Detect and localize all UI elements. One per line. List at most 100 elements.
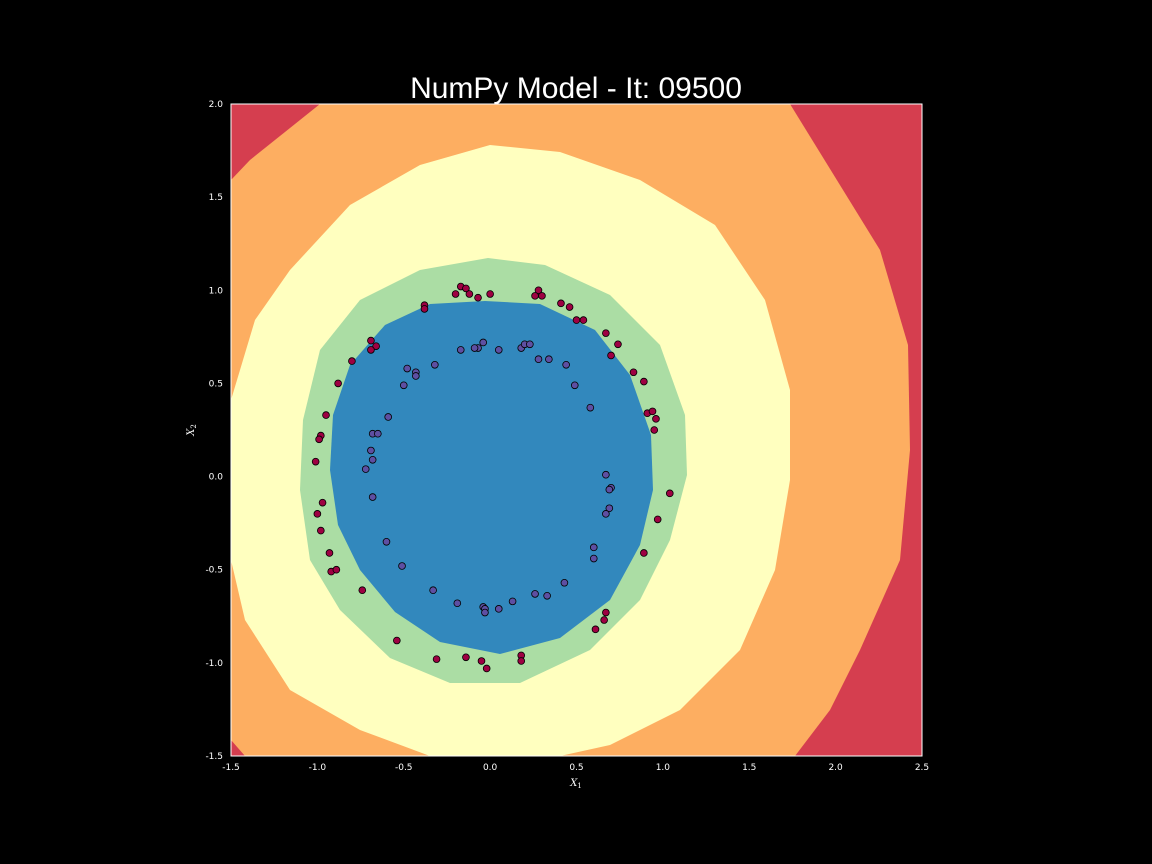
x-tick-label: 0.5 — [569, 763, 583, 773]
data-point-class-1 — [665, 489, 674, 498]
data-point-class-0 — [453, 599, 462, 608]
chart-title: NumPy Model - It: 09500 — [410, 72, 742, 105]
data-point-class-0 — [398, 562, 406, 570]
data-point-class-1 — [640, 549, 648, 557]
data-point-class-0 — [456, 346, 465, 354]
data-point-class-0 — [481, 608, 489, 617]
data-point-class-0 — [605, 504, 614, 513]
data-point-class-0 — [602, 510, 610, 518]
y-axis-ticks: -1.5 -1.0 -0.5 0.0 0.5 1.0 1.5 2.0 — [205, 100, 223, 762]
x-tick-label: 1.5 — [742, 763, 756, 773]
data-point-class-1 — [311, 457, 320, 466]
y-tick-label: 1.5 — [209, 193, 223, 203]
data-point-class-1 — [393, 636, 401, 645]
data-point-class-1 — [367, 336, 375, 345]
data-point-class-0 — [545, 355, 553, 364]
data-point-class-0 — [384, 413, 393, 421]
data-point-class-0 — [605, 485, 614, 494]
data-point-class-1 — [432, 655, 441, 663]
data-point-class-1 — [650, 426, 659, 434]
data-point-class-0 — [589, 543, 598, 552]
data-point-class-1 — [572, 316, 581, 324]
data-point-class-0 — [368, 456, 377, 464]
data-point-class-1 — [517, 657, 526, 665]
data-point-class-1 — [358, 586, 367, 595]
data-point-class-1 — [451, 290, 460, 298]
data-point-class-0 — [534, 355, 543, 364]
data-point-class-1 — [579, 316, 588, 324]
data-point-class-0 — [586, 403, 595, 412]
y-tick-label: 0.0 — [209, 473, 224, 483]
data-point-class-0 — [562, 360, 570, 369]
data-point-class-1 — [474, 293, 482, 302]
data-point-class-1 — [531, 292, 539, 300]
data-point-class-0 — [382, 537, 391, 546]
data-point-class-1 — [332, 565, 341, 574]
data-point-class-1 — [653, 515, 662, 524]
data-point-class-0 — [531, 590, 539, 598]
data-point-class-1 — [315, 435, 323, 444]
data-point-class-0 — [429, 586, 437, 595]
data-point-class-1 — [602, 329, 610, 337]
data-point-class-1 — [652, 415, 660, 423]
data-point-class-1 — [462, 653, 470, 662]
x-tick-label: 0.0 — [483, 763, 498, 773]
data-point-class-1 — [565, 303, 574, 311]
decision-regions — [231, 104, 922, 756]
data-point-class-0 — [560, 578, 569, 587]
data-point-class-1 — [482, 664, 491, 673]
data-point-class-1 — [486, 290, 494, 298]
x-tick-label: -0.5 — [395, 763, 413, 773]
y-tick-label: 2.0 — [209, 100, 224, 110]
data-point-class-0 — [412, 372, 420, 380]
y-tick-label: 0.5 — [209, 379, 223, 389]
data-point-class-1 — [420, 305, 429, 313]
data-point-class-1 — [607, 351, 615, 360]
data-point-class-0 — [470, 344, 479, 352]
data-point-class-1 — [602, 608, 610, 617]
x-tick-label: 1.0 — [656, 763, 671, 773]
data-point-class-0 — [431, 360, 439, 369]
data-point-class-1 — [614, 340, 622, 349]
data-point-class-0 — [589, 554, 598, 563]
plot-frame — [230, 103, 923, 757]
x-tick-label: 2.0 — [828, 763, 843, 773]
data-point-class-0 — [508, 597, 517, 606]
data-point-class-0 — [543, 591, 551, 600]
data-point-class-1 — [648, 407, 657, 416]
data-point-class-1 — [640, 377, 648, 386]
data-point-class-0 — [479, 338, 488, 347]
region-core — [330, 301, 653, 654]
scatter-points — [311, 282, 674, 673]
data-point-class-0 — [570, 381, 579, 390]
data-point-class-1 — [462, 284, 470, 293]
data-point-class-1 — [557, 299, 565, 308]
data-point-class-1 — [318, 498, 327, 507]
y-tick-label: 1.0 — [209, 286, 224, 296]
data-point-class-1 — [477, 657, 486, 665]
data-point-class-1 — [538, 292, 546, 300]
data-point-class-1 — [313, 510, 322, 518]
data-point-class-0 — [494, 346, 503, 354]
data-point-class-1 — [322, 411, 330, 419]
y-tick-label: -1.5 — [205, 752, 223, 762]
x-axis-ticks: -1.5 -1.0 -0.5 0.0 0.5 1.0 1.5 2.0 2.5 — [222, 763, 929, 773]
data-point-class-0 — [602, 470, 610, 479]
x-tick-label: 2.5 — [915, 763, 929, 773]
data-point-class-1 — [372, 342, 380, 350]
data-point-class-0 — [367, 446, 375, 455]
data-point-class-1 — [348, 357, 356, 365]
data-point-class-0 — [368, 493, 377, 501]
data-point-class-0 — [494, 605, 503, 613]
data-point-class-1 — [465, 290, 474, 298]
x-tick-label: -1.5 — [222, 763, 240, 773]
data-point-class-0 — [526, 340, 534, 349]
data-point-class-1 — [317, 526, 325, 535]
data-point-class-1 — [629, 368, 638, 377]
data-point-class-1 — [334, 379, 342, 388]
x-tick-label: -1.0 — [309, 763, 327, 773]
y-tick-label: -1.0 — [205, 659, 223, 669]
x-axis-label: X1 — [569, 778, 582, 790]
data-point-class-0 — [374, 429, 382, 438]
